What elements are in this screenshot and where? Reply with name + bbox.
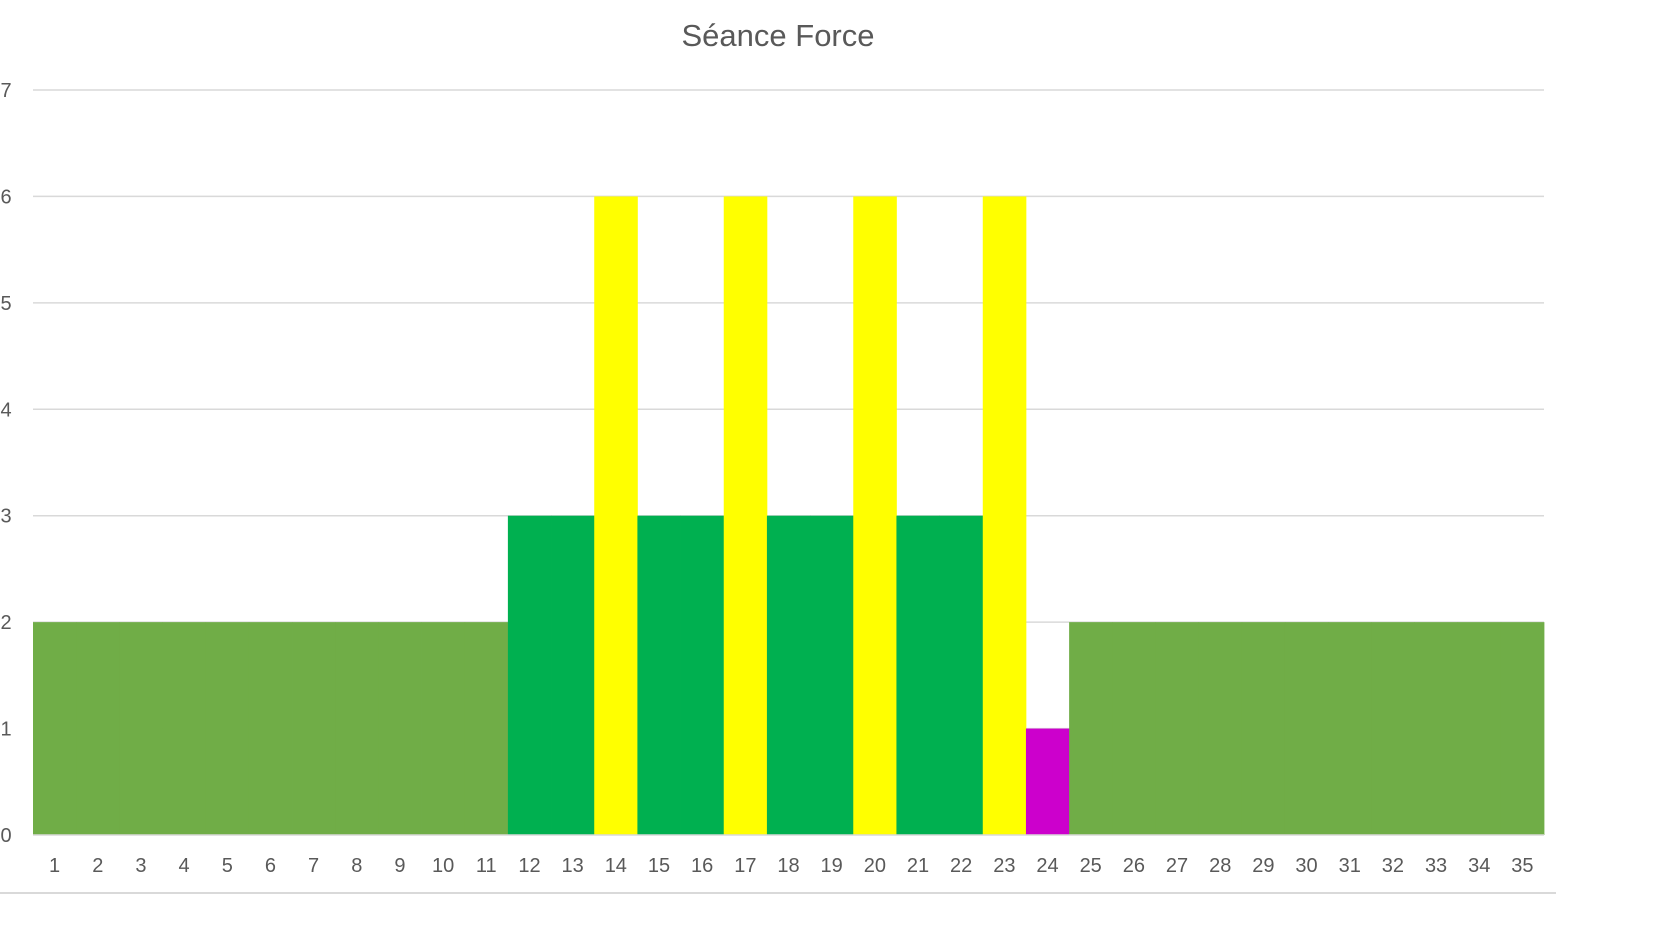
x-tick-label: 13 bbox=[562, 855, 584, 877]
y-tick-label: 6 bbox=[0, 186, 11, 208]
bar bbox=[1241, 622, 1286, 835]
bar bbox=[378, 622, 422, 835]
bar bbox=[1500, 622, 1545, 835]
y-tick-label: 2 bbox=[0, 612, 11, 634]
x-tick-label: 16 bbox=[691, 855, 713, 877]
bar bbox=[896, 515, 940, 835]
x-tick-label: 22 bbox=[950, 855, 972, 877]
x-tick-label: 28 bbox=[1209, 855, 1231, 877]
bar bbox=[551, 515, 595, 835]
bar bbox=[507, 515, 552, 835]
x-tick-label: 3 bbox=[135, 855, 146, 877]
x-tick-label: 17 bbox=[734, 855, 756, 877]
x-tick-label: 30 bbox=[1295, 855, 1317, 877]
bar bbox=[680, 515, 725, 835]
bar bbox=[594, 196, 638, 835]
bar bbox=[853, 196, 897, 835]
bar bbox=[1198, 622, 1243, 835]
bar bbox=[464, 622, 509, 835]
bar bbox=[1284, 622, 1329, 835]
bar bbox=[1112, 622, 1156, 835]
x-tick-label: 19 bbox=[821, 855, 843, 877]
x-tick-label: 26 bbox=[1123, 855, 1145, 877]
x-tick-label: 32 bbox=[1382, 855, 1404, 877]
y-tick-label: 4 bbox=[0, 399, 11, 421]
bar bbox=[76, 622, 120, 835]
bar bbox=[1328, 622, 1372, 835]
x-tick-label: 34 bbox=[1468, 855, 1490, 877]
x-tick-label: 33 bbox=[1425, 855, 1447, 877]
bar bbox=[205, 622, 250, 835]
bar bbox=[982, 196, 1027, 835]
x-tick-label: 29 bbox=[1252, 855, 1274, 877]
bar bbox=[1025, 728, 1070, 835]
x-tick-label: 4 bbox=[179, 855, 190, 877]
x-tick-label: 7 bbox=[308, 855, 319, 877]
bar bbox=[162, 622, 207, 835]
x-tick-label: 8 bbox=[351, 855, 362, 877]
x-tick-label: 20 bbox=[864, 855, 886, 877]
bar bbox=[1414, 622, 1459, 835]
bar bbox=[421, 622, 466, 835]
bar bbox=[1069, 622, 1113, 835]
x-tick-label: 12 bbox=[518, 855, 540, 877]
bar bbox=[766, 515, 811, 835]
bar bbox=[723, 196, 768, 835]
x-tick-label: 24 bbox=[1036, 855, 1058, 877]
y-tick-label: 7 bbox=[0, 80, 11, 102]
x-tick-label: 10 bbox=[432, 855, 454, 877]
x-tick-label: 23 bbox=[993, 855, 1015, 877]
x-tick-label: 15 bbox=[648, 855, 670, 877]
x-tick-label: 18 bbox=[777, 855, 799, 877]
bar bbox=[248, 622, 293, 835]
y-tick-label: 0 bbox=[0, 825, 11, 847]
x-tick-label: 14 bbox=[605, 855, 627, 877]
x-tick-label: 31 bbox=[1339, 855, 1361, 877]
bar bbox=[119, 622, 163, 835]
x-tick-label: 25 bbox=[1080, 855, 1102, 877]
bar bbox=[292, 622, 336, 835]
x-tick-label: 35 bbox=[1511, 855, 1533, 877]
bar bbox=[637, 515, 681, 835]
chart-title: Séance Force bbox=[681, 18, 875, 53]
bar bbox=[335, 622, 379, 835]
x-tick-label: 27 bbox=[1166, 855, 1188, 877]
x-tick-label: 5 bbox=[222, 855, 233, 877]
bar bbox=[1155, 622, 1200, 835]
x-tick-label: 1 bbox=[49, 855, 60, 877]
x-tick-label: 11 bbox=[476, 855, 497, 877]
x-tick-label: 6 bbox=[265, 855, 276, 877]
bar bbox=[810, 515, 854, 835]
x-tick-label: 2 bbox=[92, 855, 103, 877]
y-tick-label: 1 bbox=[0, 719, 11, 741]
bar bbox=[939, 515, 984, 835]
x-tick-label: 21 bbox=[907, 855, 929, 877]
bar bbox=[33, 622, 77, 835]
bar bbox=[1457, 622, 1502, 835]
bars bbox=[33, 196, 1545, 835]
bar bbox=[1371, 622, 1415, 835]
y-tick-label: 5 bbox=[0, 293, 11, 315]
y-tick-label: 3 bbox=[0, 506, 11, 528]
x-tick-label: 9 bbox=[394, 855, 405, 877]
